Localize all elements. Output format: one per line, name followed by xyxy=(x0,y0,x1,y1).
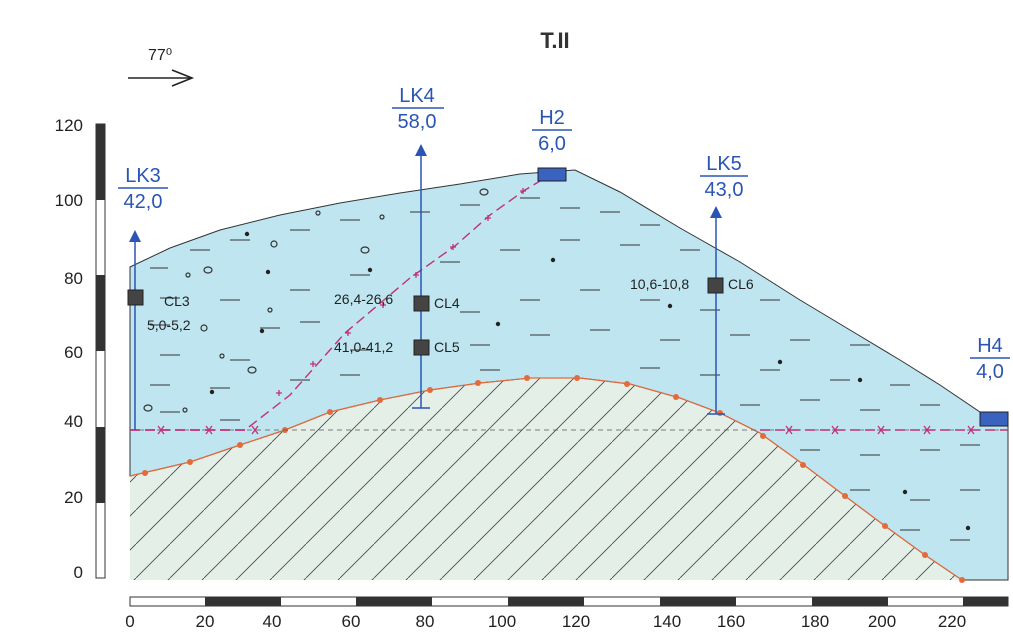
x-tick: 60 xyxy=(342,612,361,631)
direction-arrow-icon xyxy=(128,69,195,87)
gravel-symbols xyxy=(143,188,489,413)
horizontal-scale-bar xyxy=(129,596,1009,607)
sample-code: CL3 xyxy=(164,293,190,309)
borehole-name: LK4 xyxy=(399,85,435,107)
pebble-dots xyxy=(209,231,971,531)
y-tick: 100 xyxy=(55,191,83,210)
borehole-depth: 43,0 xyxy=(705,179,744,201)
y-tick: 20 xyxy=(64,488,83,507)
y-tick: 40 xyxy=(64,412,83,431)
y-tick: 60 xyxy=(64,343,83,362)
sample-code: CL5 xyxy=(434,339,460,355)
sample-code: CL6 xyxy=(728,276,754,292)
borehole-depth: 4,0 xyxy=(976,361,1004,383)
borehole-name: H4 xyxy=(977,335,1003,357)
sample-interval: 10,6-10,8 xyxy=(630,276,689,292)
direction-label: 77⁰ xyxy=(148,47,172,64)
borehole-lk4[interactable]: LK4 58,0 xyxy=(392,85,444,409)
borehole-name: LK3 xyxy=(125,165,161,187)
x-tick: 100 xyxy=(488,612,516,631)
vertical-scale-bar xyxy=(95,123,106,579)
sample-cl3[interactable]: CL3 5,0-5,2 xyxy=(127,289,191,333)
borehole-lk5[interactable]: LK5 43,0 xyxy=(700,153,748,415)
borehole-name: H2 xyxy=(539,107,565,129)
sample-interval: 41,0-41,2 xyxy=(334,339,393,355)
sample-cl4[interactable]: 26,4-26,6 CL4 xyxy=(334,291,460,312)
sample-interval: 5,0-5,2 xyxy=(147,317,191,333)
borehole-depth: 6,0 xyxy=(538,133,566,155)
silt-dash-pattern xyxy=(150,197,980,541)
x-tick: 0 xyxy=(125,612,134,631)
x-tick: 80 xyxy=(416,612,435,631)
borehole-depth: 42,0 xyxy=(124,191,163,213)
y-tick: 0 xyxy=(74,563,83,582)
lower-hatched-layer xyxy=(130,378,962,580)
borehole-h2[interactable]: H2 6,0 xyxy=(532,107,572,182)
sample-cl6[interactable]: 10,6-10,8 CL6 xyxy=(630,276,754,294)
x-tick: 200 xyxy=(868,612,896,631)
x-tick: 220 xyxy=(938,612,966,631)
groundwater-line xyxy=(130,173,1008,435)
x-tick: 160 xyxy=(717,612,745,631)
borehole-h4[interactable]: H4 4,0 xyxy=(970,335,1010,427)
y-tick: 80 xyxy=(64,269,83,288)
x-tick: 180 xyxy=(801,612,829,631)
borehole-name: LK5 xyxy=(706,153,742,175)
y-tick: 120 xyxy=(55,116,83,135)
x-tick: 120 xyxy=(562,612,590,631)
borehole-lk3[interactable]: LK3 42,0 xyxy=(118,165,168,430)
sample-interval: 26,4-26,6 xyxy=(334,291,393,307)
x-tick: 140 xyxy=(653,612,681,631)
section-title: T.II xyxy=(540,28,569,53)
x-tick: 40 xyxy=(263,612,282,631)
x-tick: 20 xyxy=(196,612,215,631)
sample-code: CL4 xyxy=(434,295,460,311)
sample-cl5[interactable]: 41,0-41,2 CL5 xyxy=(334,339,460,356)
borehole-depth: 58,0 xyxy=(398,111,437,133)
